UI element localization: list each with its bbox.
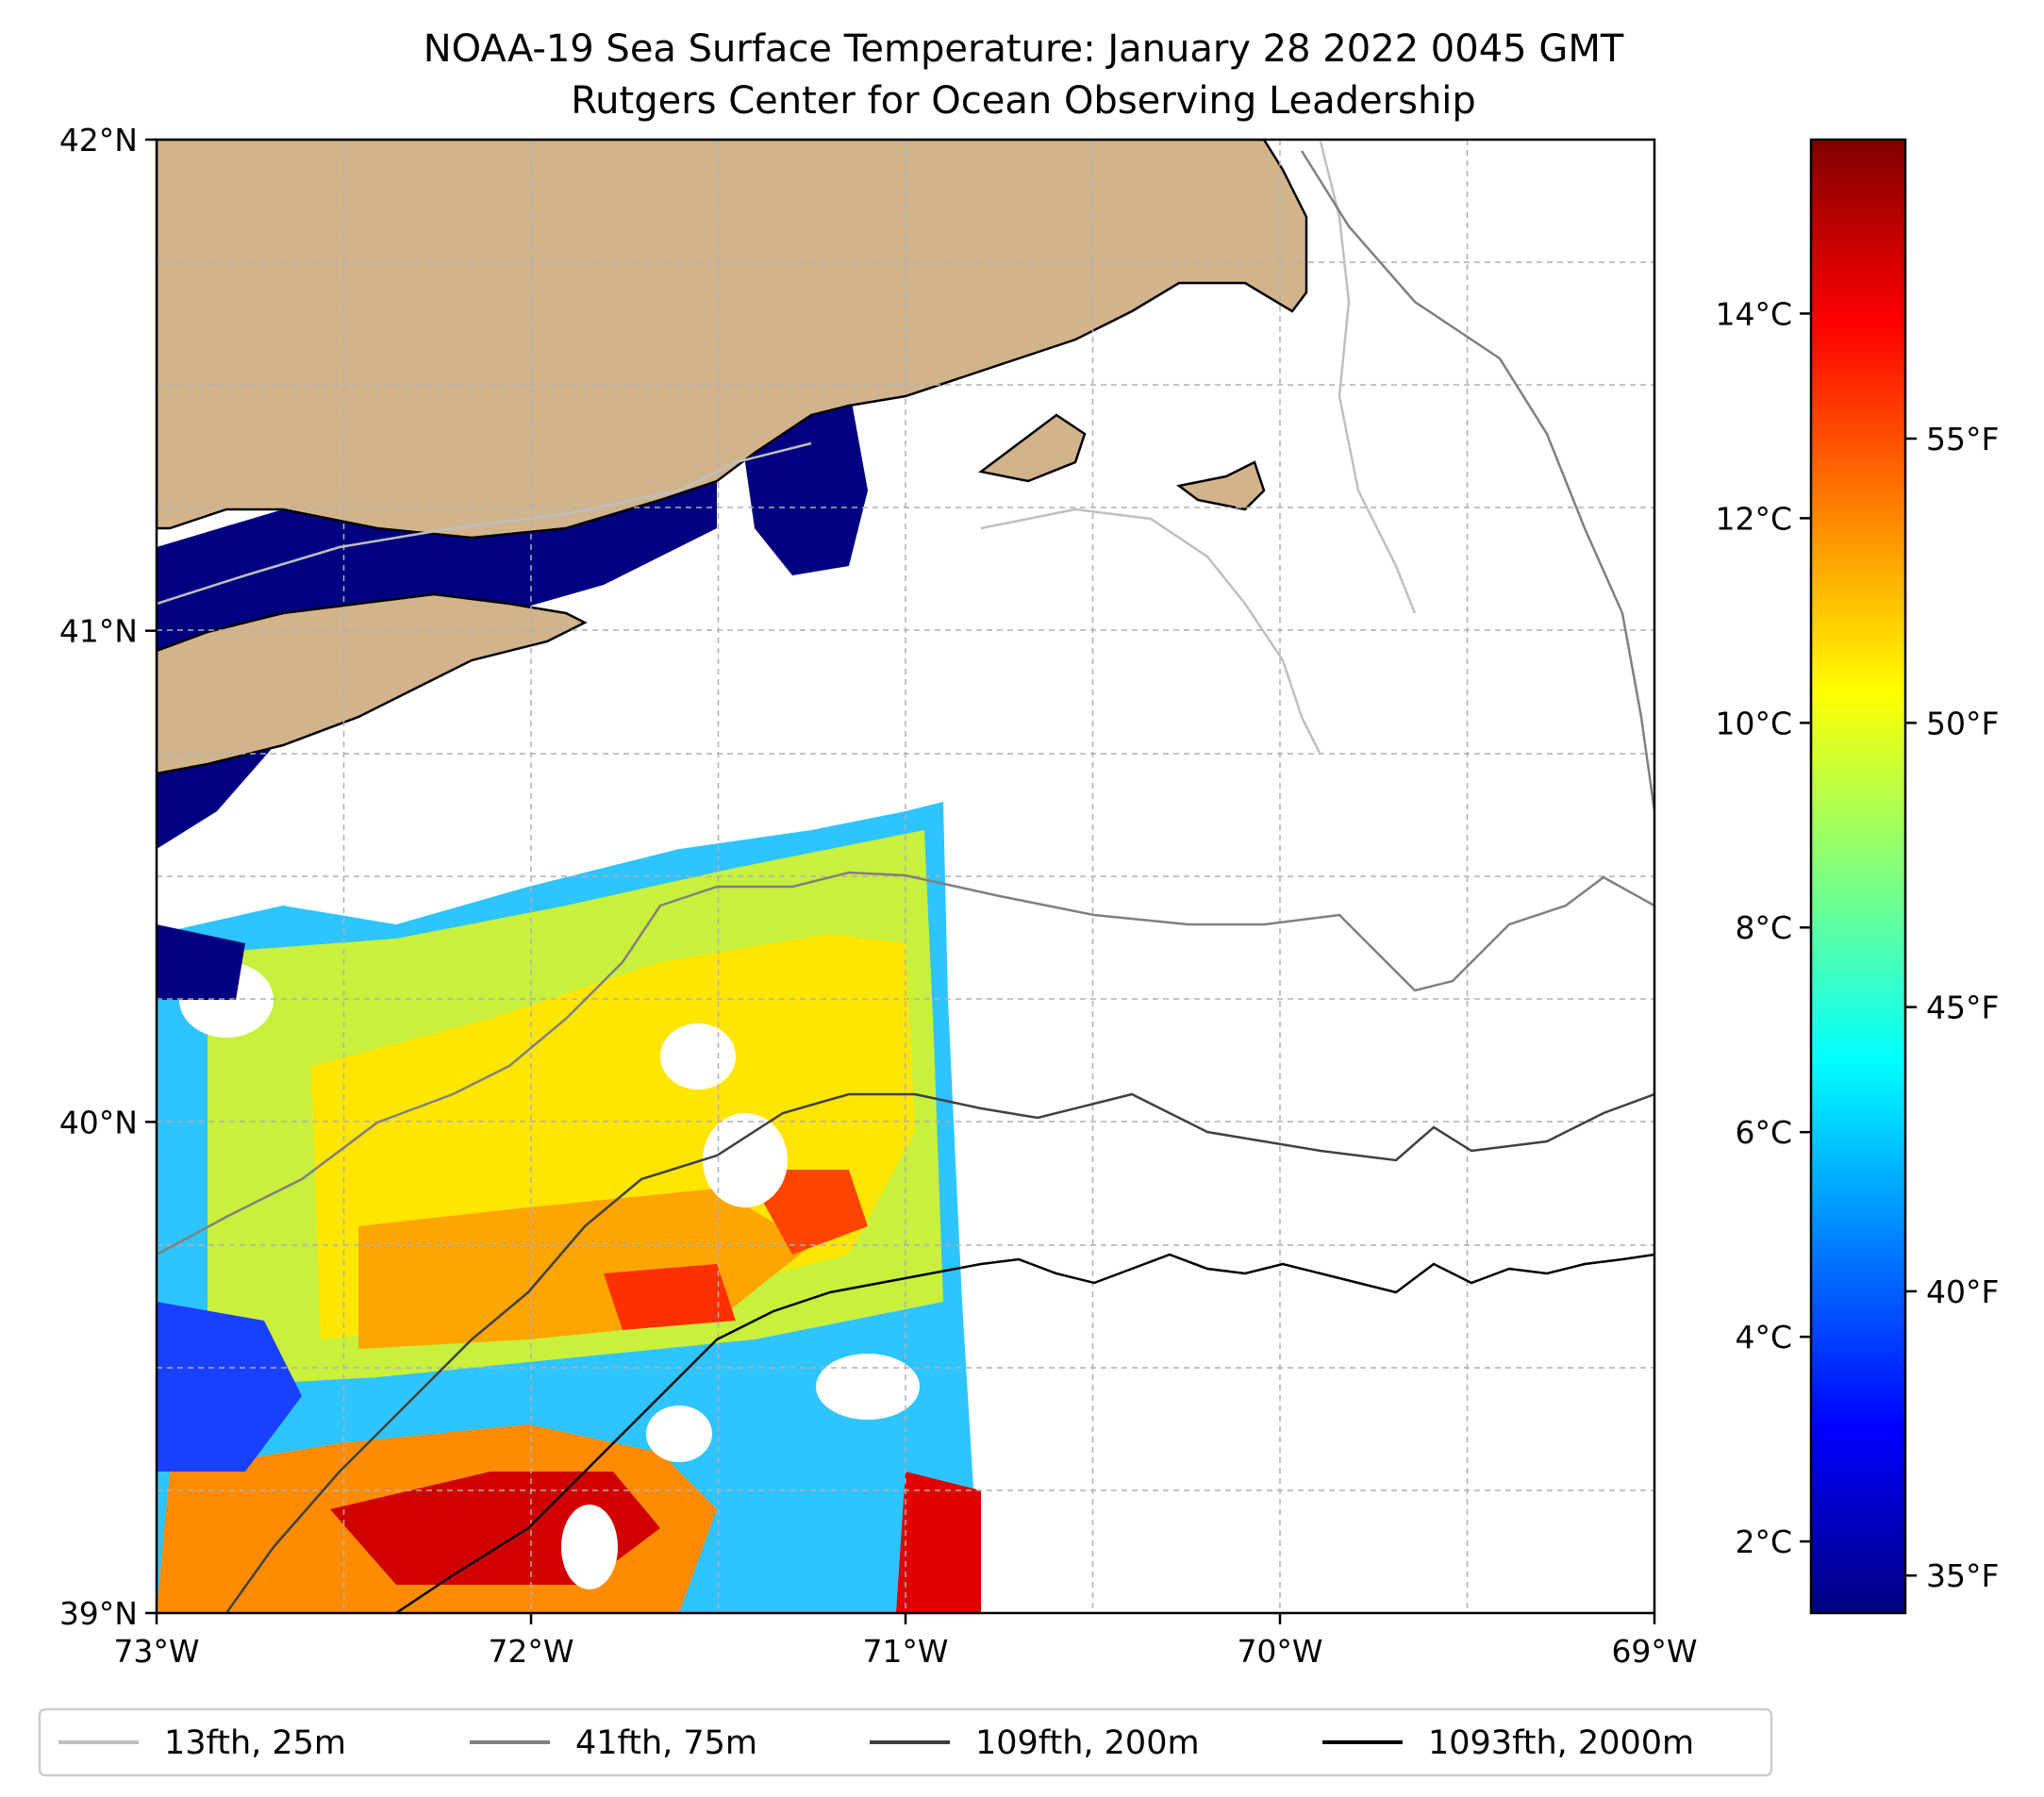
lon-axis: 73°W 72°W 71°W 70°W 69°W bbox=[113, 1613, 1698, 1670]
bathymetry-contours bbox=[157, 141, 1654, 1613]
lon-tick-label: 72°W bbox=[488, 1633, 573, 1670]
celsius-tick-label: 8°C bbox=[1735, 909, 1792, 946]
lon-tick-label: 73°W bbox=[113, 1633, 199, 1670]
lat-tick-label: 39°N bbox=[59, 1595, 138, 1632]
contour-legend: 13fth, 25m 41fth, 75m 109fth, 200m 1093fth,… bbox=[38, 1707, 1773, 1777]
celsius-tick-label: 12°C bbox=[1715, 500, 1792, 537]
sst-data-layer bbox=[157, 387, 981, 1613]
lon-tick-label: 69°W bbox=[1611, 1633, 1697, 1670]
fahrenheit-tick-label: 45°F bbox=[1926, 990, 1999, 1026]
contour-25m bbox=[157, 141, 1417, 756]
lat-tick-label: 40°N bbox=[59, 1104, 138, 1140]
legend-label: 13fth, 25m bbox=[164, 1724, 346, 1762]
celsius-tick-label: 2°C bbox=[1735, 1523, 1792, 1560]
lon-tick-label: 70°W bbox=[1237, 1633, 1322, 1670]
fahrenheit-tick-label: 35°F bbox=[1926, 1557, 1999, 1594]
land-nantucket bbox=[1176, 460, 1266, 511]
celsius-tick-label: 4°C bbox=[1735, 1319, 1792, 1356]
map-title: NOAA-19 Sea Surface Temperature: January… bbox=[424, 27, 1624, 71]
map-area bbox=[157, 140, 1654, 1613]
lon-tick-label: 71°W bbox=[862, 1633, 948, 1670]
colorbar-gradient bbox=[1809, 138, 1907, 1615]
legend-label: 1093fth, 2000m bbox=[1428, 1724, 1694, 1762]
lat-tick-label: 42°N bbox=[59, 122, 138, 158]
land-long-island bbox=[157, 592, 588, 775]
celsius-tick-label: 6°C bbox=[1735, 1114, 1792, 1151]
celsius-tick-label: 10°C bbox=[1715, 705, 1792, 741]
colorbar: 2°C 4°C 6°C 8°C 10°C 12°C 14°C 35°F 40°F 45°F 50°… bbox=[1715, 138, 1999, 1615]
contour-2000m bbox=[395, 1253, 1654, 1613]
colorbar-fahrenheit-axis: 35°F 40°F 45°F 50°F 55°F bbox=[1905, 421, 1999, 1594]
map-subtitle: Rutgers Center for Ocean Observing Leade… bbox=[571, 79, 1476, 123]
lat-axis: 42°N 41°N 40°N 39°N bbox=[59, 122, 157, 1632]
contour-75m bbox=[157, 150, 1654, 1256]
colorbar-celsius-axis: 2°C 4°C 6°C 8°C 10°C 12°C 14°C bbox=[1715, 295, 1811, 1560]
legend-label: 109fth, 200m bbox=[975, 1724, 1200, 1762]
fahrenheit-tick-label: 55°F bbox=[1926, 421, 1999, 458]
fahrenheit-tick-label: 40°F bbox=[1926, 1273, 1999, 1310]
lat-tick-label: 41°N bbox=[59, 613, 138, 650]
fahrenheit-tick-label: 50°F bbox=[1926, 705, 1999, 741]
legend-label: 41fth, 75m bbox=[575, 1724, 757, 1762]
land-layer bbox=[157, 140, 1308, 775]
celsius-tick-label: 14°C bbox=[1715, 295, 1792, 332]
land-marthas-vineyard bbox=[978, 413, 1087, 483]
land-mainland bbox=[157, 140, 1308, 540]
contour-200m bbox=[224, 1092, 1654, 1613]
